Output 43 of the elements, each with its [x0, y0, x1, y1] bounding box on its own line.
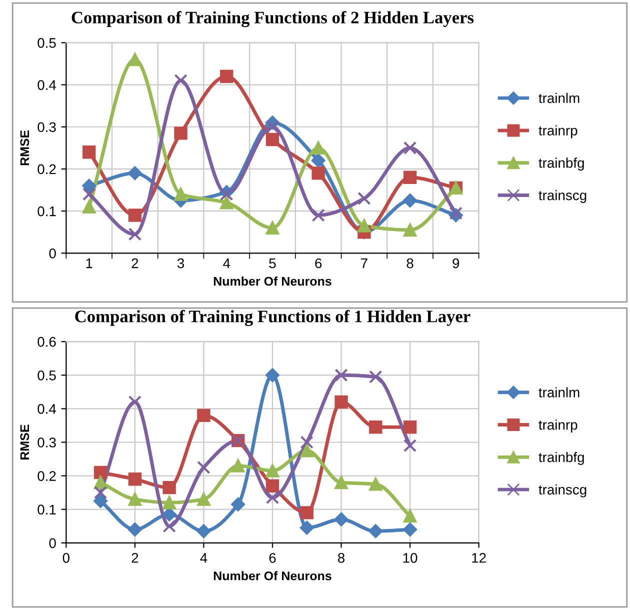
x-tick-label: 7 — [361, 258, 368, 268]
x-tick-label: 2 — [132, 258, 138, 268]
x-tick-label: 8 — [338, 552, 345, 563]
legend-label: trainrp — [538, 420, 578, 433]
y-tick-label: 0 — [49, 538, 56, 548]
legend-label: trainscg — [538, 190, 586, 203]
y-tick-label: 0.3 — [38, 122, 56, 132]
y-tick-label: 0 — [49, 248, 56, 258]
x-tick-label: 6 — [315, 258, 322, 268]
y-tick-label: 0.1 — [38, 504, 56, 515]
y-tick-label: 0.3 — [38, 438, 56, 448]
x-tick-label: 6 — [269, 552, 276, 563]
x-tick-label: 3 — [177, 258, 184, 268]
x-tick-label: 4 — [223, 258, 230, 268]
y-axis-title: RMSE — [20, 424, 30, 460]
legend-label: trainbfg — [538, 158, 584, 171]
y-tick-label: 0.5 — [38, 38, 56, 48]
x-tick-label: 1 — [86, 258, 92, 268]
x-tick-label: 0 — [62, 552, 70, 563]
x-tick-label: 9 — [452, 258, 460, 268]
chart-title: Comparison of Training Functions of 2 Hidden Layers — [72, 11, 474, 28]
x-tick-label: 5 — [269, 258, 276, 268]
legend-label: trainbfg — [538, 452, 584, 465]
x-tick-label: 12 — [472, 552, 486, 563]
y-tick-label: 0.4 — [38, 80, 56, 90]
y-tick-label: 0.2 — [38, 164, 56, 174]
x-tick-label: 10 — [403, 552, 418, 563]
x-tick-label: 2 — [132, 552, 138, 563]
y-tick-label: 0.2 — [38, 471, 56, 481]
y-tick-label: 0.4 — [38, 404, 56, 414]
y-axis-title: RMSE — [20, 130, 30, 166]
x-axis-title: Number Of Neurons — [214, 571, 332, 580]
y-tick-label: 0.6 — [38, 336, 56, 347]
x-tick-label: 8 — [406, 258, 414, 268]
legend-label: trainrp — [538, 125, 578, 138]
legend-label: trainlm — [538, 92, 580, 104]
y-tick-label: 0.5 — [38, 370, 56, 380]
x-tick-label: 4 — [200, 553, 208, 563]
x-axis-title: Number Of Neurons — [214, 276, 332, 286]
chart-title: Comparison of Training Functions of 1 Hidden Layer — [75, 310, 470, 326]
legend-label: trainscg — [538, 484, 586, 498]
legend-label: trainlm — [538, 387, 580, 398]
y-tick-label: 0.1 — [38, 206, 56, 216]
